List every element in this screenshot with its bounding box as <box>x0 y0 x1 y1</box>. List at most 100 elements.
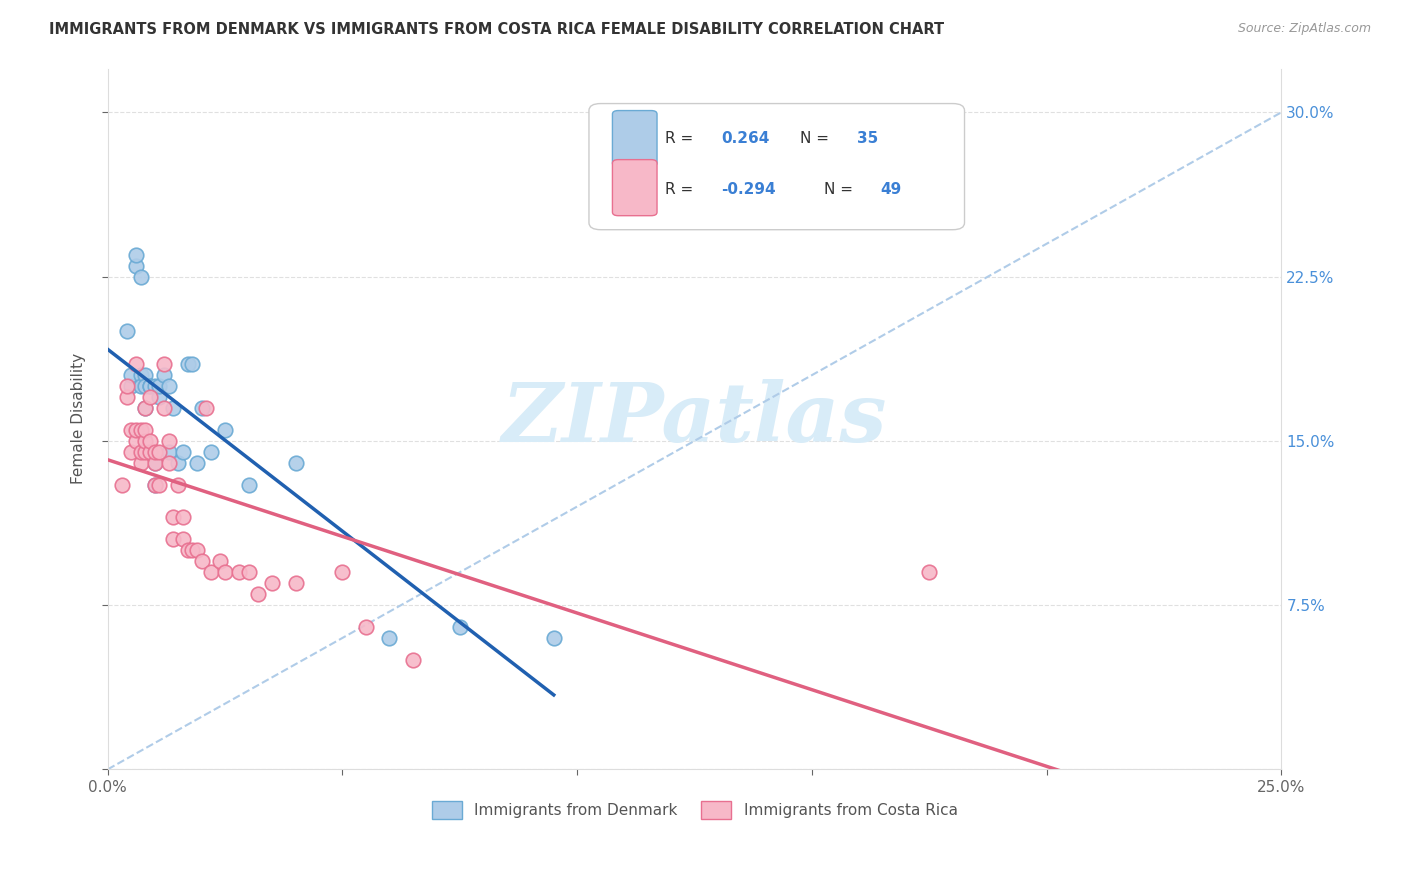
Point <box>157 456 180 470</box>
Point <box>148 390 170 404</box>
Point <box>120 444 142 458</box>
Point <box>129 456 152 470</box>
Point <box>214 565 236 579</box>
Point <box>148 477 170 491</box>
Point <box>111 477 134 491</box>
Point <box>449 620 471 634</box>
Point <box>157 434 180 448</box>
Point <box>172 533 194 547</box>
Point <box>162 510 184 524</box>
Point <box>172 510 194 524</box>
Point <box>354 620 377 634</box>
Point <box>143 456 166 470</box>
Point <box>125 247 148 261</box>
Point <box>153 401 176 415</box>
Point <box>186 456 208 470</box>
Point <box>143 477 166 491</box>
Point <box>167 456 190 470</box>
Point <box>543 631 565 645</box>
Point <box>139 444 162 458</box>
Point <box>172 444 194 458</box>
Text: R =: R = <box>665 131 699 146</box>
Point <box>284 576 307 591</box>
Point <box>148 379 170 393</box>
Point <box>186 543 208 558</box>
Point <box>162 533 184 547</box>
Point <box>228 565 250 579</box>
Point <box>402 653 425 667</box>
Point <box>378 631 401 645</box>
Point <box>139 390 162 404</box>
Point <box>125 434 148 448</box>
Point <box>139 379 162 393</box>
Point <box>139 379 162 393</box>
Point <box>129 379 152 393</box>
Point <box>129 269 152 284</box>
Point <box>134 401 156 415</box>
Text: 35: 35 <box>856 131 877 146</box>
Point <box>246 587 269 601</box>
Point <box>115 379 138 393</box>
Point <box>139 434 162 448</box>
Text: IMMIGRANTS FROM DENMARK VS IMMIGRANTS FROM COSTA RICA FEMALE DISABILITY CORRELAT: IMMIGRANTS FROM DENMARK VS IMMIGRANTS FR… <box>49 22 945 37</box>
Point <box>120 379 142 393</box>
Point <box>238 477 260 491</box>
Point <box>262 576 284 591</box>
Point <box>918 565 941 579</box>
Y-axis label: Female Disability: Female Disability <box>72 353 86 484</box>
Point <box>214 423 236 437</box>
Point <box>200 565 222 579</box>
Text: Source: ZipAtlas.com: Source: ZipAtlas.com <box>1237 22 1371 36</box>
Point <box>125 357 148 371</box>
Point <box>134 423 156 437</box>
Point <box>134 379 156 393</box>
Legend: Immigrants from Denmark, Immigrants from Costa Rica: Immigrants from Denmark, Immigrants from… <box>426 795 963 825</box>
Point <box>153 368 176 383</box>
Point <box>157 379 180 393</box>
Point <box>115 324 138 338</box>
Point <box>181 357 204 371</box>
Point <box>200 444 222 458</box>
Point <box>167 477 190 491</box>
Point <box>153 357 176 371</box>
Point <box>332 565 354 579</box>
Point <box>181 543 204 558</box>
Text: N =: N = <box>800 131 834 146</box>
Point <box>162 401 184 415</box>
FancyBboxPatch shape <box>613 160 657 216</box>
Point <box>143 444 166 458</box>
Point <box>129 423 152 437</box>
FancyBboxPatch shape <box>589 103 965 230</box>
Point <box>190 401 212 415</box>
Point <box>284 456 307 470</box>
Text: -0.294: -0.294 <box>721 182 776 196</box>
Text: 0.264: 0.264 <box>721 131 770 146</box>
Point <box>134 434 156 448</box>
Point <box>134 368 156 383</box>
Text: ZIPatlas: ZIPatlas <box>502 379 887 458</box>
Point <box>176 357 198 371</box>
Point <box>143 456 166 470</box>
Text: R =: R = <box>665 182 699 196</box>
Text: N =: N = <box>824 182 858 196</box>
Point <box>129 368 152 383</box>
Point <box>120 368 142 383</box>
Point <box>176 543 198 558</box>
Point <box>148 444 170 458</box>
Point <box>125 259 148 273</box>
FancyBboxPatch shape <box>613 111 657 167</box>
Point <box>125 423 148 437</box>
Point <box>120 423 142 437</box>
Point <box>190 554 212 568</box>
Point <box>143 379 166 393</box>
Point <box>129 444 152 458</box>
Point <box>209 554 232 568</box>
Point <box>195 401 218 415</box>
Point <box>134 401 156 415</box>
Point <box>134 444 156 458</box>
Point <box>157 444 180 458</box>
Point <box>115 390 138 404</box>
Point <box>238 565 260 579</box>
Point <box>143 477 166 491</box>
Text: 49: 49 <box>880 182 901 196</box>
